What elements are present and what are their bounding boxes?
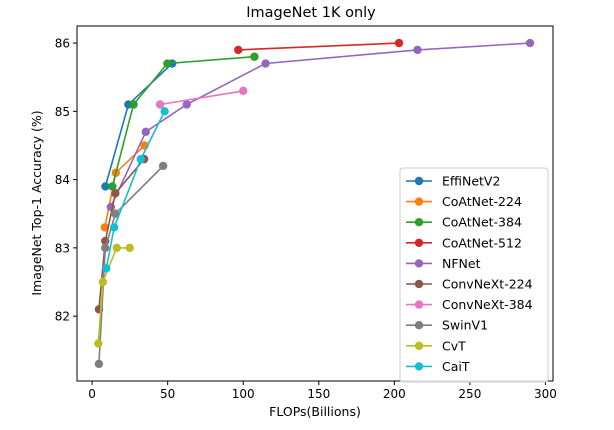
data-point-nfnet: [261, 59, 270, 68]
data-point-swinv1: [101, 243, 110, 253]
legend-label: SwinV1: [442, 318, 488, 333]
x-axis-label: FLOPs(Billions): [269, 404, 361, 419]
series-line-nfnet: [110, 42, 531, 208]
series-line-convnext-384: [159, 90, 244, 106]
series-line-coatnet-384: [111, 55, 255, 187]
plot-frame: [76, 25, 554, 382]
data-point-cait: [102, 264, 111, 273]
data-point-cvt: [98, 277, 108, 287]
x-axis: 0 50 100 150 200 250 300: [88, 381, 557, 401]
data-point-swinv1: [111, 209, 120, 218]
data-point-coatnet-512: [394, 38, 404, 48]
data-point-coatnet-224: [100, 223, 110, 232]
data-point-cait: [109, 223, 119, 232]
data-point-cait: [136, 154, 145, 164]
legend-label: ConvNeXt-384: [442, 297, 533, 312]
legend-item: CoAtNet-384: [406, 215, 522, 230]
legend-item: NFNet: [406, 256, 481, 271]
legend-item: CaiT: [406, 359, 470, 374]
legend-label: NFNet: [442, 256, 481, 271]
legend-label: CaiT: [442, 359, 470, 374]
data-point-swinv1: [94, 359, 104, 369]
data-point-cvt: [125, 243, 134, 253]
series-cvt: [94, 243, 134, 348]
series-line-coatnet-512: [238, 42, 400, 51]
legend-item: CoAtNet-512: [406, 235, 522, 250]
legend-label: CoAtNet-224: [442, 194, 522, 209]
legend-box: [399, 167, 549, 383]
legend-marker: [414, 218, 424, 227]
data-point-cvt: [112, 243, 121, 253]
data-point-cvt: [94, 339, 103, 348]
legend-marker: [414, 259, 424, 268]
data-point-swinv1: [158, 161, 168, 171]
legend-marker: [414, 362, 424, 371]
legend-item: EffiNetV2: [406, 174, 500, 189]
series-coatnet-384: [108, 52, 259, 191]
x-tick-label: 200: [383, 387, 406, 401]
y-tick-label: 83: [55, 241, 70, 255]
plot-series: [94, 38, 535, 369]
data-point-nfnet: [525, 38, 535, 48]
data-point-nfnet: [413, 45, 422, 55]
series-line-cvt: [97, 247, 130, 344]
data-point-nfnet: [141, 127, 150, 137]
x-tick-label: 0: [88, 387, 96, 401]
chart-title: ImageNet 1K only: [246, 5, 376, 21]
legend-label: CoAtNet-512: [442, 235, 522, 250]
series-nfnet: [106, 38, 535, 212]
data-point-coatnet-512: [234, 45, 243, 55]
y-tick-label: 82: [55, 310, 70, 324]
legend-marker: [414, 321, 424, 330]
x-tick-label: 300: [534, 387, 557, 401]
y-axis-label: ImageNet Top-1 Accuracy (%): [29, 110, 44, 295]
series-coatnet-512: [234, 38, 404, 55]
data-point-convnext-384: [155, 100, 165, 109]
y-axis: 82 83 84 85 86: [55, 37, 77, 324]
legend-label: CoAtNet-384: [442, 215, 522, 230]
series-line-swinv1: [98, 165, 164, 364]
y-tick-label: 85: [55, 105, 70, 119]
data-point-coatnet-384: [163, 59, 172, 68]
legend: EffiNetV2 CoAtNet-224 CoAtNet-384 CoAtNet-5…: [399, 167, 549, 383]
legend-item: SwinV1: [406, 318, 488, 333]
data-point-coatnet-384: [108, 182, 117, 191]
legend-marker: [414, 300, 424, 309]
data-point-convnext-224: [111, 189, 120, 198]
data-point-convnext-384: [239, 86, 248, 96]
legend-marker: [414, 176, 424, 186]
data-point-cait: [160, 107, 169, 116]
x-tick-label: 150: [307, 387, 330, 401]
series-convnext-384: [155, 86, 248, 109]
legend-label: CvT: [442, 338, 466, 353]
legend-marker: [414, 238, 424, 247]
series-swinv1: [94, 161, 168, 369]
series-cait: [102, 107, 169, 273]
legend-item: CoAtNet-224: [406, 194, 522, 209]
legend-item: CvT: [406, 338, 466, 353]
legend-label: ConvNeXt-224: [442, 277, 533, 292]
y-tick-label: 84: [55, 173, 70, 187]
data-point-coatnet-384: [250, 52, 259, 61]
legend-marker: [414, 197, 424, 206]
x-tick-label: 100: [232, 387, 255, 401]
data-point-effinetv2: [101, 182, 110, 191]
legend-marker: [414, 341, 424, 350]
y-tick-label: 86: [55, 37, 70, 51]
legend-item: ConvNeXt-224: [406, 277, 533, 292]
legend-label: EffiNetV2: [442, 174, 500, 189]
x-tick-label: 250: [458, 387, 481, 401]
series-line-convnext-224: [98, 158, 145, 310]
data-point-coatnet-384: [129, 100, 138, 109]
legend-item: ConvNeXt-384: [406, 297, 533, 312]
data-point-nfnet: [182, 100, 191, 109]
series-line-cait: [105, 110, 166, 269]
legend-marker: [414, 279, 424, 289]
x-tick-label: 50: [160, 387, 175, 401]
